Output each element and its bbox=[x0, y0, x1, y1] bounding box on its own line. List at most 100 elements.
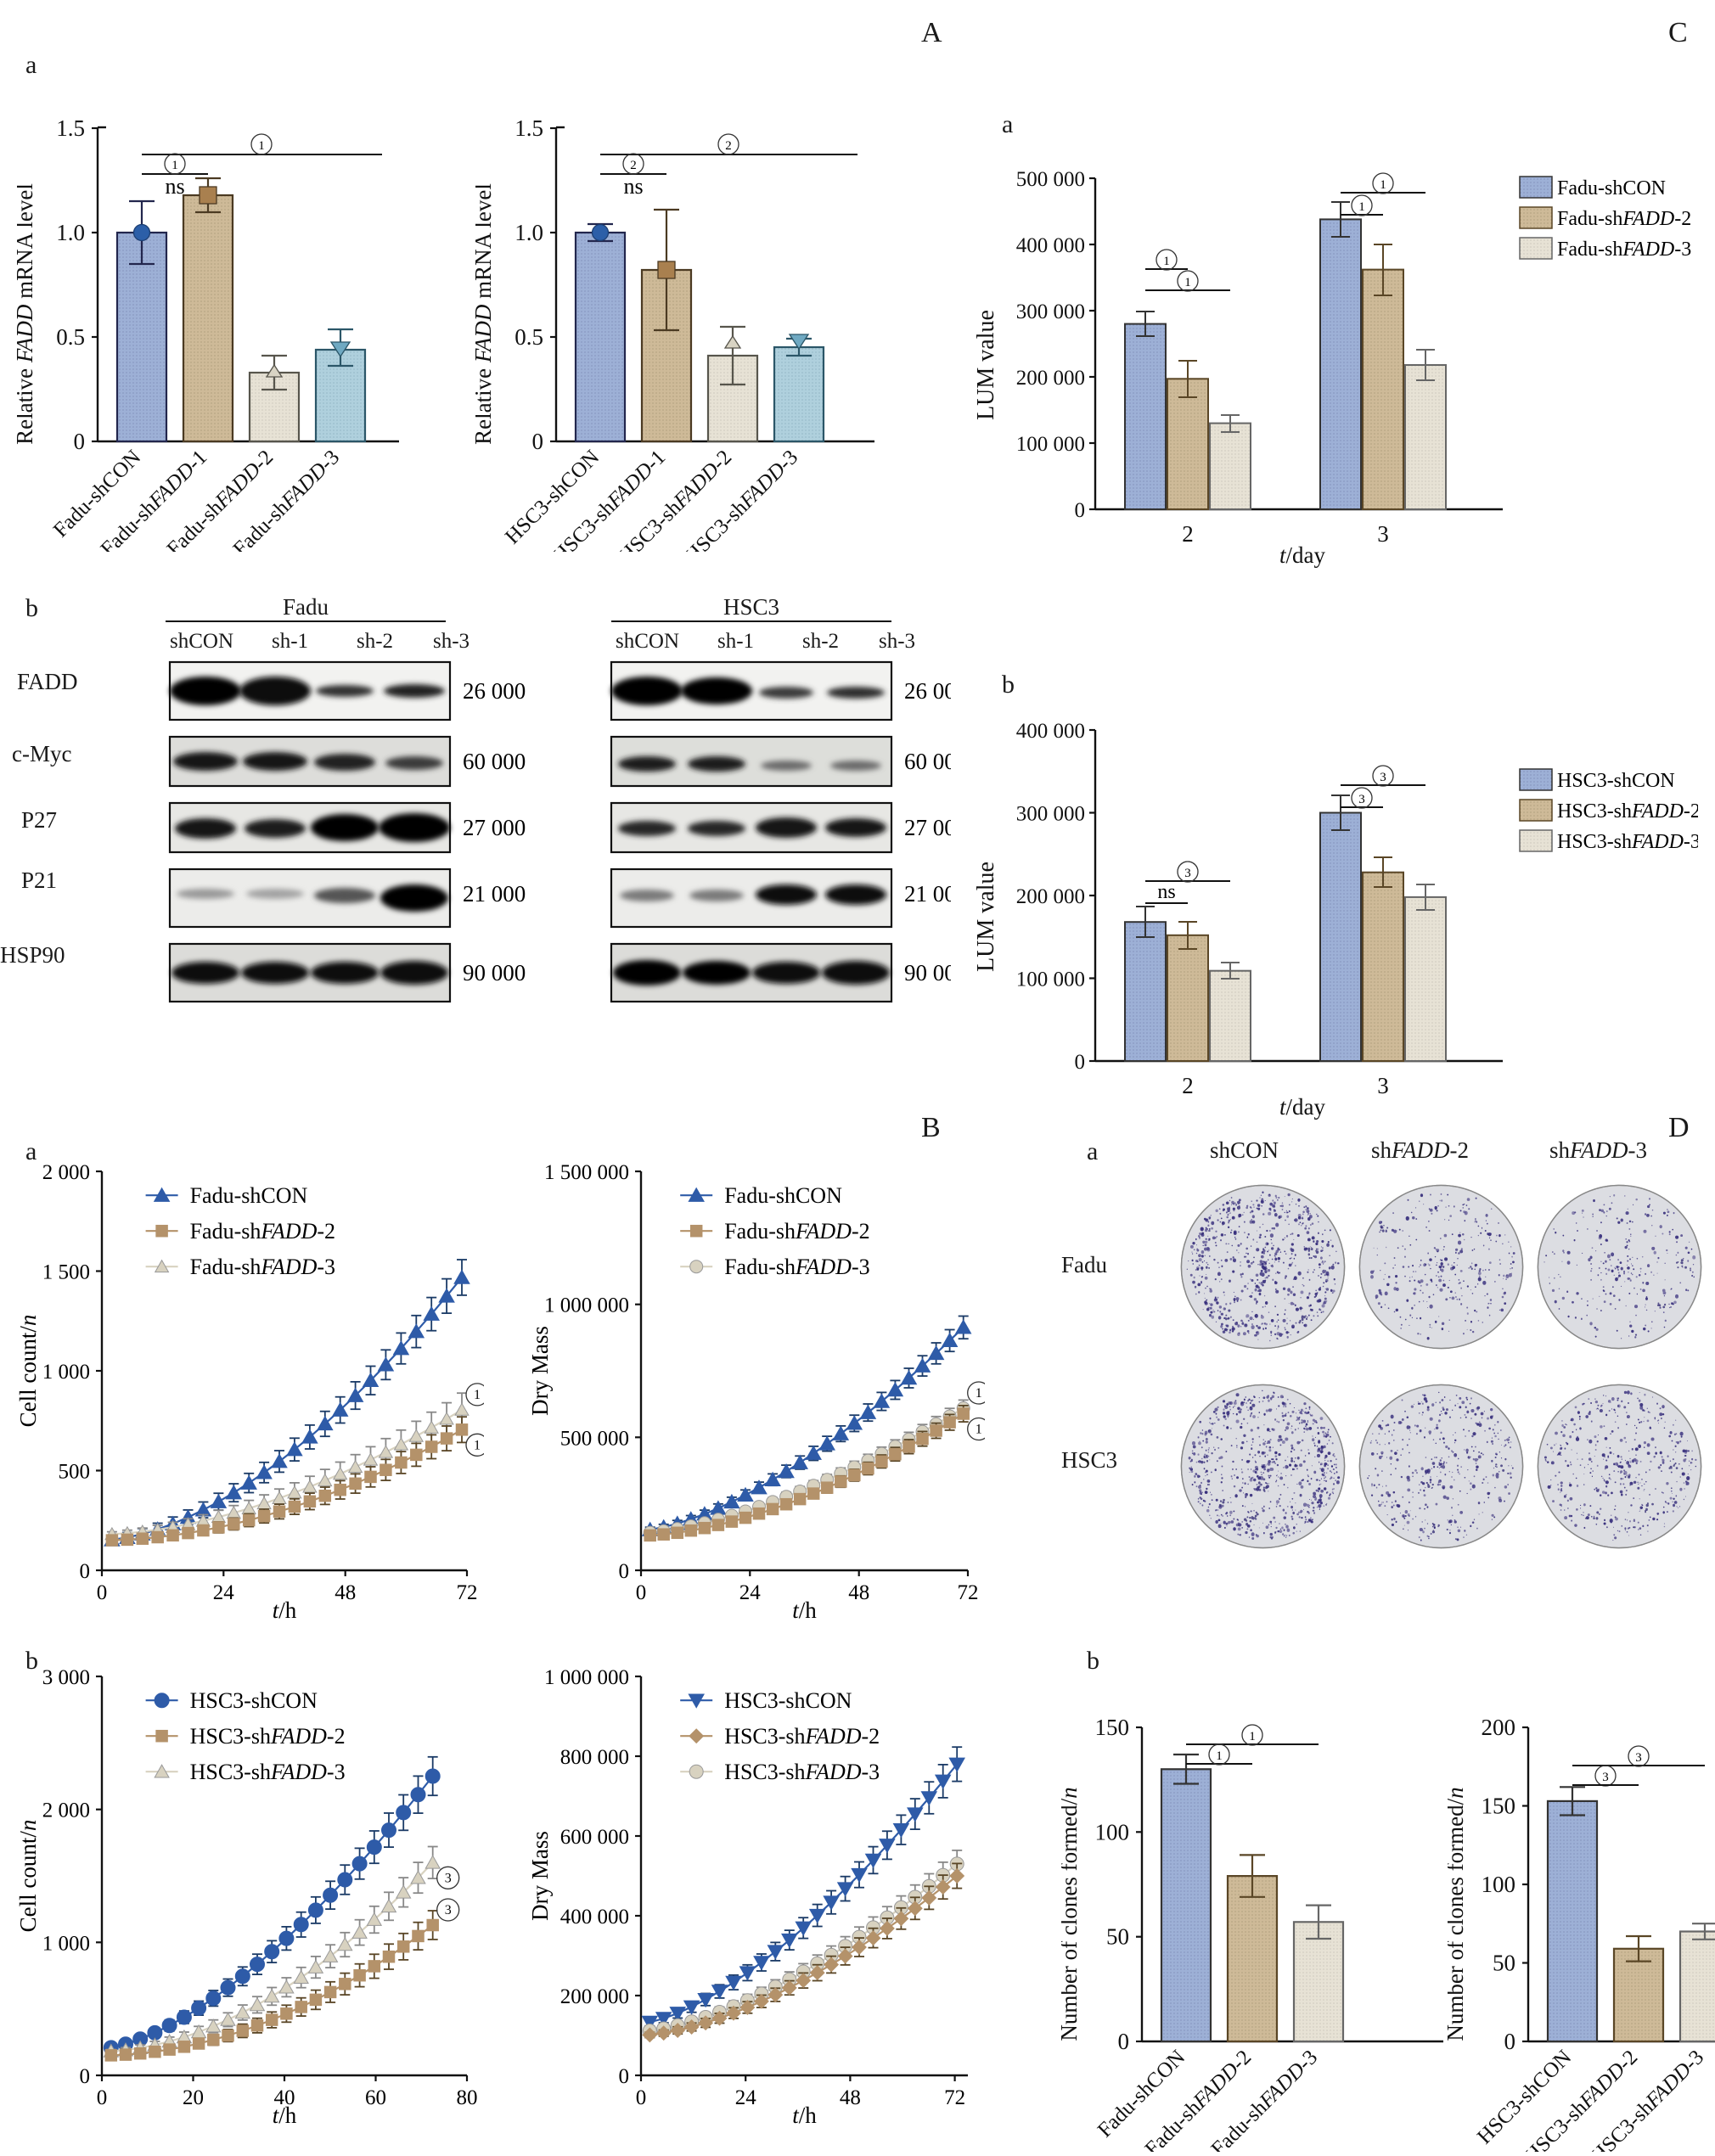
svg-text:1: 1 bbox=[1184, 276, 1191, 289]
svg-text:1.5: 1.5 bbox=[514, 115, 543, 141]
svg-text:1.0: 1.0 bbox=[514, 220, 543, 245]
svg-text:0.5: 0.5 bbox=[514, 324, 543, 350]
svg-text:3: 3 bbox=[445, 1871, 452, 1885]
svg-text:HSC3-shFADD-2: HSC3-shFADD-2 bbox=[190, 1724, 346, 1749]
svg-text:72: 72 bbox=[457, 1581, 478, 1604]
svg-text:60 000: 60 000 bbox=[904, 749, 951, 774]
svg-text:0.5: 0.5 bbox=[56, 324, 85, 350]
svg-text:2 000: 2 000 bbox=[42, 1161, 90, 1184]
svg-text:24: 24 bbox=[213, 1581, 235, 1604]
svg-text:1 000: 1 000 bbox=[42, 1932, 90, 1955]
svg-text:LUM value: LUM value bbox=[976, 862, 999, 972]
svg-text:200 000: 200 000 bbox=[1016, 367, 1085, 390]
svg-text:Fadu-shCON: Fadu-shCON bbox=[724, 1183, 842, 1208]
svg-text:0: 0 bbox=[636, 1581, 647, 1604]
svg-text:1: 1 bbox=[1358, 200, 1365, 214]
svg-text:HSC3-shCON: HSC3-shCON bbox=[1557, 770, 1675, 792]
svg-text:0: 0 bbox=[80, 2065, 91, 2088]
svg-text:Cell count/n: Cell count/n bbox=[15, 1315, 41, 1428]
svg-text:27 000: 27 000 bbox=[904, 815, 951, 840]
svg-text:3: 3 bbox=[445, 1903, 452, 1917]
svg-text:1 000 000: 1 000 000 bbox=[544, 1666, 629, 1689]
svg-text:100 000: 100 000 bbox=[1016, 969, 1085, 991]
svg-text:HSC3-shFADD-3: HSC3-shFADD-3 bbox=[190, 1760, 346, 1784]
svg-text:1: 1 bbox=[1380, 178, 1386, 192]
svg-text:500 000: 500 000 bbox=[1016, 168, 1085, 191]
svg-text:24: 24 bbox=[735, 2086, 757, 2109]
svg-text:90 000: 90 000 bbox=[904, 960, 951, 985]
svg-text:1 000: 1 000 bbox=[42, 1361, 90, 1384]
svg-text:Fadu-shFADD-2: Fadu-shFADD-2 bbox=[724, 1219, 869, 1244]
svg-text:3: 3 bbox=[1380, 771, 1386, 784]
svg-text:t/h: t/h bbox=[273, 2103, 297, 2128]
svg-text:Fadu-shFADD-3: Fadu-shFADD-3 bbox=[1557, 239, 1691, 261]
svg-text:1: 1 bbox=[258, 139, 265, 153]
svg-text:26 000: 26 000 bbox=[904, 678, 951, 704]
svg-text:400 000: 400 000 bbox=[1016, 234, 1085, 257]
svg-text:0: 0 bbox=[619, 2065, 630, 2088]
svg-text:HSC3-shFADD-2: HSC3-shFADD-2 bbox=[1557, 800, 1698, 823]
svg-text:1.0: 1.0 bbox=[56, 220, 85, 245]
svg-text:0: 0 bbox=[619, 1560, 630, 1583]
svg-text:0: 0 bbox=[74, 429, 86, 454]
svg-text:3 000: 3 000 bbox=[42, 1666, 90, 1689]
svg-text:3: 3 bbox=[1358, 793, 1365, 806]
svg-text:Fadu-shCON: Fadu-shCON bbox=[1557, 177, 1666, 199]
svg-text:500: 500 bbox=[59, 1461, 91, 1484]
svg-text:ns: ns bbox=[165, 174, 184, 199]
svg-text:24: 24 bbox=[739, 1581, 762, 1604]
svg-text:600 000: 600 000 bbox=[560, 1826, 629, 1849]
svg-text:300 000: 300 000 bbox=[1016, 300, 1085, 323]
svg-text:1: 1 bbox=[976, 1386, 982, 1401]
svg-text:400 000: 400 000 bbox=[560, 1906, 629, 1929]
svg-text:60 000: 60 000 bbox=[463, 749, 526, 774]
svg-text:72: 72 bbox=[944, 2086, 965, 2109]
svg-text:Fadu-shFADD-3: Fadu-shFADD-3 bbox=[190, 1255, 335, 1279]
svg-text:2: 2 bbox=[725, 139, 732, 153]
svg-text:Fadu-shCON: Fadu-shCON bbox=[190, 1183, 308, 1208]
svg-text:500 000: 500 000 bbox=[560, 1427, 629, 1450]
svg-text:Dry Mass: Dry Mass bbox=[527, 1831, 553, 1921]
svg-text:800 000: 800 000 bbox=[560, 1746, 629, 1769]
svg-text:Cell count/n: Cell count/n bbox=[15, 1820, 41, 1933]
svg-text:48: 48 bbox=[848, 1581, 869, 1604]
svg-text:2: 2 bbox=[630, 159, 637, 172]
svg-text:0: 0 bbox=[1075, 499, 1086, 522]
svg-text:3: 3 bbox=[1184, 867, 1191, 880]
svg-text:21 000: 21 000 bbox=[463, 881, 526, 907]
svg-text:Dry Mass: Dry Mass bbox=[527, 1326, 553, 1416]
svg-text:0: 0 bbox=[1118, 2029, 1130, 2054]
svg-text:1 000 000: 1 000 000 bbox=[544, 1294, 629, 1317]
svg-text:ns: ns bbox=[623, 174, 643, 199]
svg-text:3: 3 bbox=[1377, 521, 1389, 547]
svg-text:1: 1 bbox=[172, 159, 178, 172]
svg-text:Relative FADD mRNA level: Relative FADD mRNA level bbox=[17, 183, 37, 445]
svg-text:26 000: 26 000 bbox=[463, 678, 526, 704]
svg-text:0: 0 bbox=[1504, 2029, 1516, 2054]
svg-text:100: 100 bbox=[1482, 1872, 1516, 1897]
svg-text:50: 50 bbox=[1106, 1924, 1129, 1950]
svg-text:t/day: t/day bbox=[1279, 1094, 1326, 1120]
svg-text:ns: ns bbox=[1157, 881, 1175, 903]
svg-text:90 000: 90 000 bbox=[463, 960, 526, 985]
svg-text:1: 1 bbox=[474, 1388, 481, 1402]
svg-text:50: 50 bbox=[1493, 1951, 1515, 1976]
svg-text:80: 80 bbox=[457, 2086, 478, 2109]
svg-text:200 000: 200 000 bbox=[1016, 885, 1085, 908]
svg-text:t/h: t/h bbox=[792, 1597, 817, 1623]
svg-text:t/h: t/h bbox=[273, 1597, 297, 1623]
svg-text:HSC3-shFADD-2: HSC3-shFADD-2 bbox=[724, 1724, 880, 1749]
svg-text:0: 0 bbox=[80, 1560, 91, 1583]
svg-text:2: 2 bbox=[1182, 521, 1194, 547]
svg-text:1: 1 bbox=[1249, 1730, 1256, 1743]
svg-text:2 000: 2 000 bbox=[42, 1799, 90, 1822]
svg-text:Fadu-shFADD-2: Fadu-shFADD-2 bbox=[1557, 208, 1691, 230]
svg-text:Relative FADD mRNA level: Relative FADD mRNA level bbox=[475, 183, 496, 445]
svg-text:21 000: 21 000 bbox=[904, 881, 951, 907]
svg-text:LUM value: LUM value bbox=[976, 310, 999, 420]
svg-text:100 000: 100 000 bbox=[1016, 433, 1085, 456]
svg-text:Number of clones formed/n: Number of clones formed/n bbox=[1061, 1787, 1082, 2041]
svg-text:150: 150 bbox=[1095, 1715, 1130, 1740]
svg-text:0: 0 bbox=[1075, 1051, 1086, 1074]
svg-text:1.5: 1.5 bbox=[56, 115, 85, 141]
